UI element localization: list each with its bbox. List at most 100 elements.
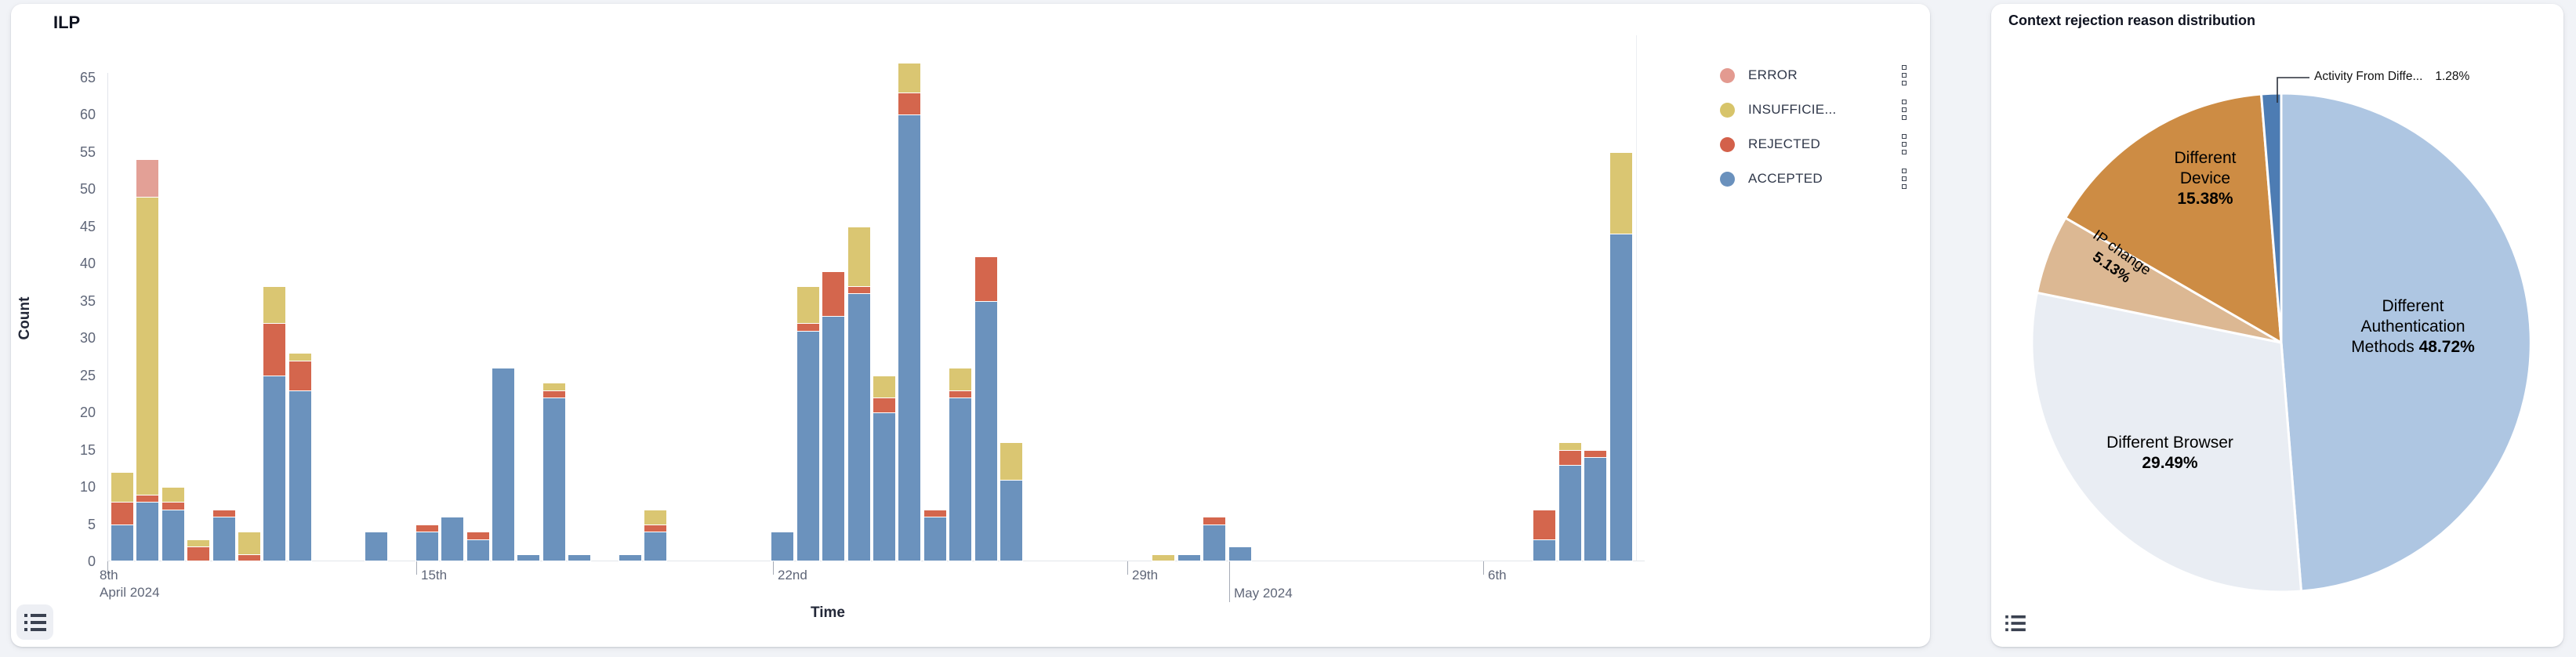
- bar-segment-accepted: [1558, 464, 1582, 561]
- bar-segment-accepted: [568, 554, 592, 561]
- bar-segment-accepted: [898, 114, 922, 561]
- legend-label: REJECTED: [1748, 136, 1821, 151]
- bar-segment-rejected: [898, 92, 922, 115]
- legend-item-insufficient[interactable]: INSUFFICIE...: [1720, 93, 1908, 127]
- bar-segment-accepted: [263, 375, 287, 561]
- bar-segment-accepted: [949, 397, 973, 561]
- bar-segment-rejected: [873, 397, 896, 413]
- legend-toggle-button[interactable]: [16, 604, 53, 640]
- x-tick-label: May 2024: [1234, 586, 1293, 601]
- callout-slice-percent: 1.28%: [2435, 70, 2470, 83]
- bar-segment-accepted: [288, 390, 312, 561]
- pie-chart: [2030, 77, 2532, 593]
- x-tick-label: 29th: [1132, 568, 1159, 583]
- y-tick-label: 30: [79, 330, 96, 346]
- legend-item-accepted[interactable]: ACCEPTED: [1720, 162, 1908, 196]
- legend-label: ERROR: [1748, 67, 1798, 82]
- bar-segment-rejected: [1558, 449, 1582, 466]
- bar-segment-insufficient: [111, 472, 134, 503]
- bar-segment-rejected: [1203, 517, 1227, 525]
- pie-label-browser: Different Browser 29.49%: [2106, 434, 2233, 472]
- bar-segment-rejected: [644, 524, 668, 532]
- bar-segment-error: [136, 159, 160, 198]
- pie-label-device: Different Device 15.38%: [2174, 149, 2237, 208]
- bar-segment-rejected: [1584, 449, 1608, 458]
- bar-segment-accepted: [441, 517, 465, 561]
- plot-right-border: [1636, 35, 1637, 561]
- chart-legend: ERROR INSUFFICIE... REJECTED ACCEPTED: [1720, 58, 1908, 196]
- pie-panel-title: Context rejection reason distribution: [2008, 13, 2256, 28]
- bar-segment-accepted: [1000, 479, 1023, 561]
- bar-segment-insufficient: [187, 539, 211, 547]
- bar-segment-insufficient: [263, 285, 287, 324]
- pie-callout-label: Activity From Diffe... 1.28%: [2314, 70, 2469, 84]
- y-tick-label: 10: [79, 479, 96, 495]
- pie-slice-browser[interactable]: [2030, 291, 2302, 593]
- legend-kebab-menu-icon[interactable]: [1900, 98, 1908, 122]
- y-tick-label: 25: [79, 367, 96, 383]
- bar-segment-insufficient: [136, 196, 160, 495]
- bar-segment-accepted: [822, 315, 846, 561]
- bar-segment-insufficient: [1152, 554, 1176, 561]
- x-tick-line: [1229, 561, 1230, 602]
- ilp-panel-title: ILP: [53, 13, 81, 32]
- y-tick-label: 60: [79, 107, 96, 122]
- y-axis-line: [107, 73, 108, 561]
- pie-slice-activity[interactable]: [2260, 92, 2283, 344]
- bar-segment-insufficient: [542, 383, 566, 391]
- x-tick-label: 8th: [100, 568, 118, 583]
- bar-segment-rejected: [212, 509, 236, 517]
- bar-segment-insufficient: [288, 353, 312, 361]
- bar-segment-rejected: [847, 285, 871, 294]
- bar-segment-accepted: [161, 509, 185, 561]
- y-tick-label: 55: [79, 143, 96, 160]
- legend-kebab-menu-icon[interactable]: [1900, 132, 1908, 156]
- bar-segment-rejected: [111, 502, 134, 525]
- bar-segment-accepted: [1584, 457, 1608, 561]
- x-axis-title: Time: [811, 604, 846, 621]
- ilp-plot: [107, 4, 1645, 561]
- legend-item-error[interactable]: ERROR: [1720, 58, 1908, 93]
- bar-segment-rejected: [796, 323, 820, 332]
- pie-slice-device[interactable]: [2064, 93, 2283, 344]
- bar-segment-rejected: [161, 502, 185, 510]
- bar-segment-insufficient: [644, 509, 668, 525]
- bar-segment-rejected: [542, 390, 566, 398]
- list-icon: [2005, 615, 2026, 632]
- bar-segment-accepted: [415, 532, 439, 561]
- pie-label-auth: Different Authentication Methods 48.72%: [2351, 297, 2475, 356]
- legend-toggle-button[interactable]: [2000, 609, 2031, 637]
- bar-segment-accepted: [796, 330, 820, 561]
- bar-segment-rejected: [923, 509, 947, 517]
- legend-kebab-menu-icon[interactable]: [1900, 64, 1908, 87]
- bar-segment-insufficient: [161, 487, 185, 503]
- x-tick-label: 6th: [1488, 568, 1507, 583]
- bar-segment-accepted: [873, 412, 896, 561]
- pie-slice-auth[interactable]: [2280, 92, 2532, 593]
- legend-dot-error: [1720, 67, 1735, 83]
- bar-segment-rejected: [288, 360, 312, 391]
- x-tick-label: 22nd: [778, 568, 807, 583]
- legend-item-rejected[interactable]: REJECTED: [1720, 127, 1908, 162]
- bar-segment-insufficient: [1609, 151, 1633, 234]
- bar-segment-accepted: [1203, 524, 1227, 561]
- bar-segment-insufficient: [1000, 442, 1023, 481]
- bar-segment-accepted: [1609, 234, 1633, 561]
- ilp-panel: ILP Count Time 0 5 10 15 20 25 30 35 40 45 50 55 60 6…: [11, 4, 1930, 647]
- list-icon: [24, 613, 46, 631]
- bar-segment-accepted: [644, 532, 668, 561]
- bar-segment-insufficient: [796, 285, 820, 324]
- callout-slice-name: Activity From Diffe...: [2314, 70, 2423, 83]
- legend-kebab-menu-icon[interactable]: [1900, 167, 1908, 191]
- x-axis-tick-labels: 8th April 2024 15th 22nd 29th May 2024 6th: [100, 561, 1645, 632]
- legend-label: ACCEPTED: [1748, 171, 1823, 186]
- pie-panel: Context rejection reason distribution Di…: [1991, 4, 2563, 647]
- bar-segment-accepted: [111, 524, 134, 561]
- bar-segment-accepted: [1177, 554, 1201, 561]
- bar-segment-accepted: [517, 554, 541, 561]
- bar-segment-rejected: [415, 524, 439, 532]
- bar-segment-rejected: [974, 256, 998, 302]
- bar-segment-insufficient: [873, 375, 896, 398]
- x-tick-line: [773, 561, 774, 575]
- x-tick-line: [416, 561, 417, 575]
